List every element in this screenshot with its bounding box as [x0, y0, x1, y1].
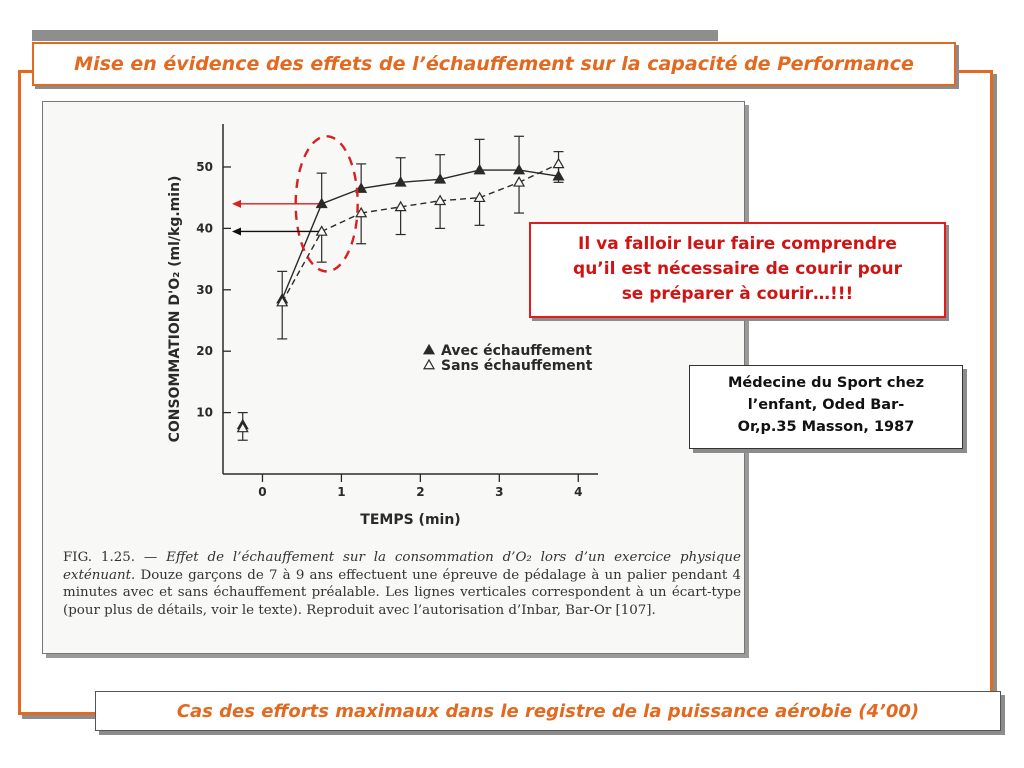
- top-decoration-bar: [32, 30, 718, 41]
- series-line-segment: [479, 181, 520, 199]
- series-line-segment: [400, 178, 441, 184]
- open-triangle-marker: [394, 200, 407, 212]
- y-tick-label: 20: [196, 344, 213, 358]
- series-line-segment: [440, 196, 480, 202]
- x-tick-label: 3: [495, 485, 503, 499]
- x-tick-label: 4: [574, 485, 582, 499]
- reference-line: Or,p.35 Masson, 1987: [737, 419, 915, 435]
- slide-title: Mise en évidence des effets de l’échauff…: [74, 53, 914, 75]
- oxygen-consumption-chart: 10 20 30 40 50 0 1 2 3 4 TEMPS (min) CONSOMMATION D…: [167, 124, 598, 528]
- callout-line: se préparer à courir…!!!: [621, 284, 854, 304]
- filled-triangle-marker: [394, 176, 407, 187]
- black-arrow-head: [232, 227, 241, 236]
- filled-triangle-marker: [513, 163, 526, 175]
- series-line-segment: [361, 206, 401, 214]
- series-line-segment: [439, 169, 480, 180]
- series-line-segment: [281, 203, 323, 300]
- reference-line: Médecine du Sport chez: [727, 375, 925, 391]
- series-line-segment: [361, 181, 401, 190]
- reference-line: l’enfant, Oded Bar-: [747, 397, 905, 413]
- legend-label: Avec échauffement: [441, 343, 592, 359]
- open-triangle-marker: [236, 421, 249, 433]
- series-line-segment: [321, 212, 362, 233]
- footer-box: Cas des efforts maximaux dans le registr…: [95, 691, 1001, 731]
- y-tick-label: 10: [196, 406, 213, 420]
- open-triangle-marker: [552, 157, 565, 169]
- y-tick-label: 40: [196, 221, 213, 235]
- filled-triangle-marker: [434, 173, 447, 184]
- y-axis-title: CONSOMMATION D'O₂ (ml/kg.min): [167, 176, 183, 443]
- footer-text: Cas des efforts maximaux dans le registr…: [176, 700, 920, 722]
- legend-marker: [422, 343, 436, 355]
- open-triangle-marker: [315, 225, 328, 236]
- series-line-segment: [321, 187, 362, 205]
- callout-box: Il va falloir leur faire comprendre qu’i…: [529, 222, 946, 318]
- x-axis-title: TEMPS (min): [360, 512, 460, 528]
- slide-title-box: Mise en évidence des effets de l’échauff…: [32, 42, 956, 86]
- reference-box: Médecine du Sport chez l’enfant, Oded Ba…: [689, 365, 963, 449]
- series-line-segment: [518, 163, 559, 183]
- open-triangle-marker: [276, 295, 289, 307]
- red-arrow-head: [232, 199, 241, 208]
- filled-triangle-marker: [315, 197, 328, 209]
- x-tick-label: 0: [258, 485, 266, 499]
- open-triangle-marker: [473, 191, 486, 203]
- y-tick-label: 50: [196, 160, 213, 174]
- filled-triangle-marker: [473, 163, 486, 175]
- scanned-figure: 10 20 30 40 50 0 1 2 3 4 TEMPS (min) CONSOMMATION D…: [42, 101, 745, 654]
- filled-triangle-marker: [355, 182, 368, 193]
- x-tick-label: 1: [337, 485, 345, 499]
- figure-caption: FIG. 1.25. — Effet de l’échauffement sur…: [63, 549, 741, 619]
- callout-line: qu’il est nécessaire de courir pour: [573, 259, 902, 279]
- x-tick-label: 2: [416, 485, 424, 499]
- open-triangle-marker: [513, 176, 526, 187]
- legend-label: Sans échauffement: [441, 358, 593, 374]
- caption-body: Douze garçons de 7 à 9 ans effectuent un…: [63, 567, 741, 618]
- callout-line: Il va falloir leur faire comprendre: [578, 234, 897, 254]
- series-line-segment: [400, 200, 441, 208]
- legend-marker: [422, 358, 436, 370]
- caption-number: FIG. 1.25. —: [63, 550, 158, 565]
- y-tick-label: 30: [196, 283, 213, 297]
- open-triangle-marker: [434, 194, 447, 206]
- open-triangle-marker: [355, 206, 368, 218]
- caption-title: Effet de l’échauffement sur la consommat…: [63, 550, 741, 583]
- series-line-segment: [281, 231, 323, 303]
